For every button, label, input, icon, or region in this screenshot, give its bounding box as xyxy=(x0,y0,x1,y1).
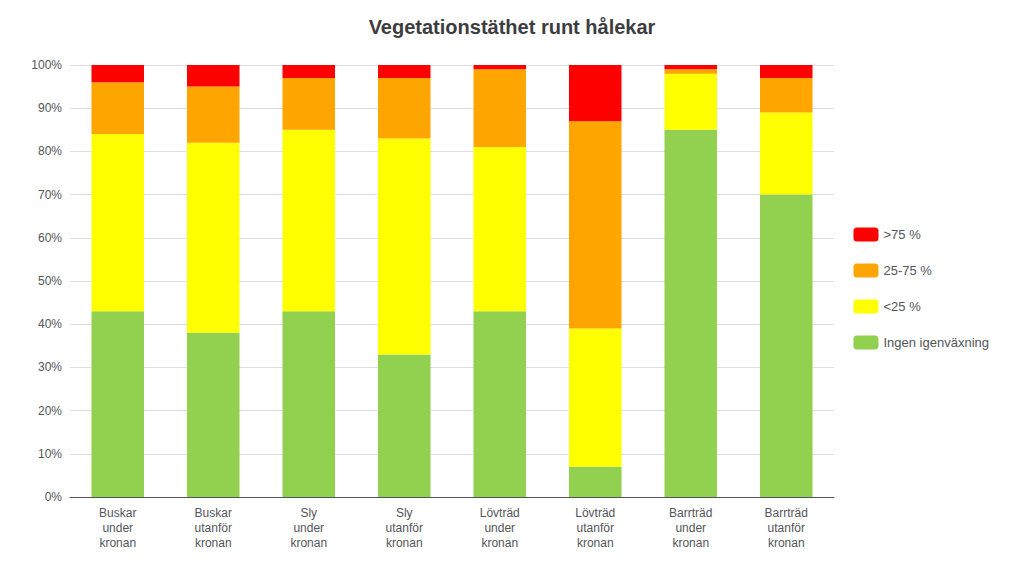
svg-text:Barrträd: Barrträd xyxy=(669,506,712,520)
svg-text:Sly: Sly xyxy=(396,506,413,520)
svg-text:kronan: kronan xyxy=(386,536,423,550)
svg-text:Barrträd: Barrträd xyxy=(765,506,808,520)
svg-text:Lövträd: Lövträd xyxy=(575,506,615,520)
svg-text:under: under xyxy=(675,521,706,535)
svg-text:25-75 %: 25-75 % xyxy=(883,263,932,278)
svg-text:Lövträd: Lövträd xyxy=(480,506,520,520)
svg-text:kronan: kronan xyxy=(672,536,709,550)
svg-text:under: under xyxy=(484,521,515,535)
svg-text:Sly: Sly xyxy=(300,506,317,520)
svg-text:60%: 60% xyxy=(38,231,62,245)
svg-text:100%: 100% xyxy=(31,58,62,72)
svg-text:kronan: kronan xyxy=(481,536,518,550)
svg-text:Ingen igenväxning: Ingen igenväxning xyxy=(883,335,989,350)
svg-text:70%: 70% xyxy=(38,188,62,202)
svg-text:80%: 80% xyxy=(38,144,62,158)
svg-text:>75 %: >75 % xyxy=(883,227,921,242)
svg-text:40%: 40% xyxy=(38,317,62,331)
svg-text:30%: 30% xyxy=(38,360,62,374)
svg-text:10%: 10% xyxy=(38,447,62,461)
svg-text:Buskar: Buskar xyxy=(195,506,232,520)
svg-text:utanför: utanför xyxy=(195,521,232,535)
svg-text:under: under xyxy=(293,521,324,535)
svg-text:utanför: utanför xyxy=(577,521,614,535)
svg-text:kronan: kronan xyxy=(290,536,327,550)
svg-text:kronan: kronan xyxy=(99,536,136,550)
svg-text:kronan: kronan xyxy=(768,536,805,550)
svg-text:under: under xyxy=(102,521,133,535)
svg-text:50%: 50% xyxy=(38,274,62,288)
svg-text:90%: 90% xyxy=(38,101,62,115)
svg-text:<25 %: <25 % xyxy=(883,299,921,314)
svg-text:utanför: utanför xyxy=(386,521,423,535)
svg-text:Vegetationstäthet runt hålekar: Vegetationstäthet runt hålekar xyxy=(369,16,656,38)
svg-text:0%: 0% xyxy=(45,490,63,504)
svg-text:Buskar: Buskar xyxy=(99,506,136,520)
svg-text:utanför: utanför xyxy=(768,521,805,535)
svg-text:kronan: kronan xyxy=(195,536,232,550)
svg-text:kronan: kronan xyxy=(577,536,614,550)
svg-text:20%: 20% xyxy=(38,404,62,418)
